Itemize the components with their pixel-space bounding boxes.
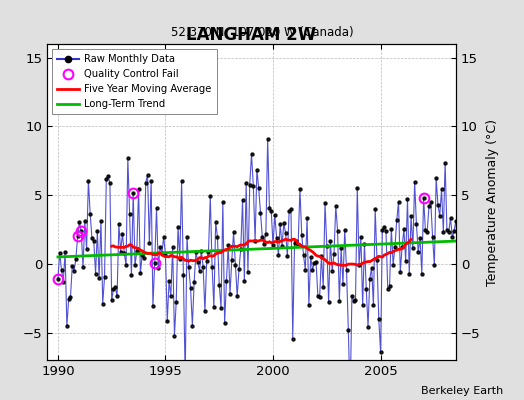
Y-axis label: Temperature Anomaly (°C): Temperature Anomaly (°C) [486,118,499,286]
Text: Berkeley Earth: Berkeley Earth [421,386,503,396]
Legend: Raw Monthly Data, Quality Control Fail, Five Year Moving Average, Long-Term Tren: Raw Monthly Data, Quality Control Fail, … [52,49,216,114]
Title: LANGHAM 2W: LANGHAM 2W [187,26,316,44]
Text: 52.370 N, 107.020 W (Canada): 52.370 N, 107.020 W (Canada) [171,26,353,39]
